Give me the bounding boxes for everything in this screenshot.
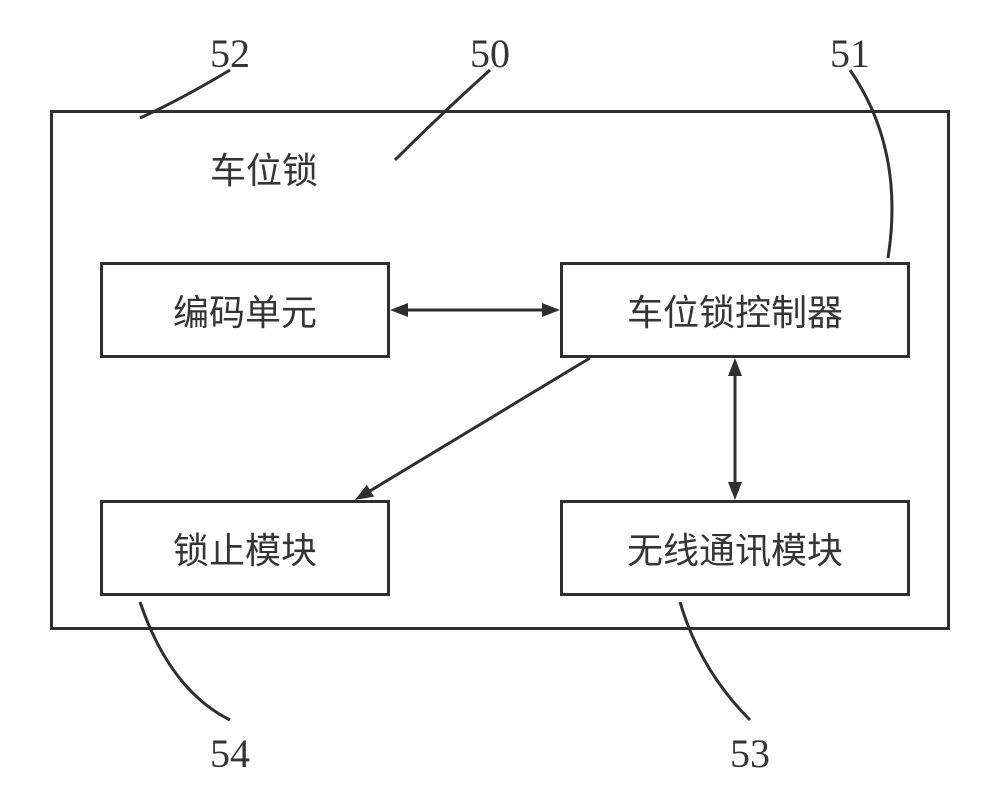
node-label: 锁止模块	[173, 522, 317, 574]
node-label: 无线通讯模块	[627, 522, 843, 574]
callout-ref-54: 54	[210, 730, 250, 777]
node-ctrl: 车位锁控制器	[560, 262, 910, 358]
node-label: 车位锁控制器	[627, 284, 843, 336]
callout-ref-53: 53	[730, 730, 770, 777]
callout-ref-51: 51	[830, 30, 870, 77]
node-wireless: 无线通讯模块	[560, 500, 910, 596]
container-label: 车位锁	[210, 142, 318, 194]
node-lockmod: 锁止模块	[100, 500, 390, 596]
node-encode: 编码单元	[100, 262, 390, 358]
node-label: 编码单元	[173, 284, 317, 336]
callout-ref-50: 50	[470, 30, 510, 77]
callout-ref-52: 52	[210, 30, 250, 77]
diagram-canvas: 车位锁编码单元 车位锁控制器锁止模块 无线通讯模块 52 50 51 54 53	[0, 0, 1000, 789]
